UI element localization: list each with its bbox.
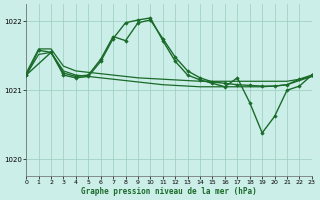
X-axis label: Graphe pression niveau de la mer (hPa): Graphe pression niveau de la mer (hPa) bbox=[81, 187, 257, 196]
